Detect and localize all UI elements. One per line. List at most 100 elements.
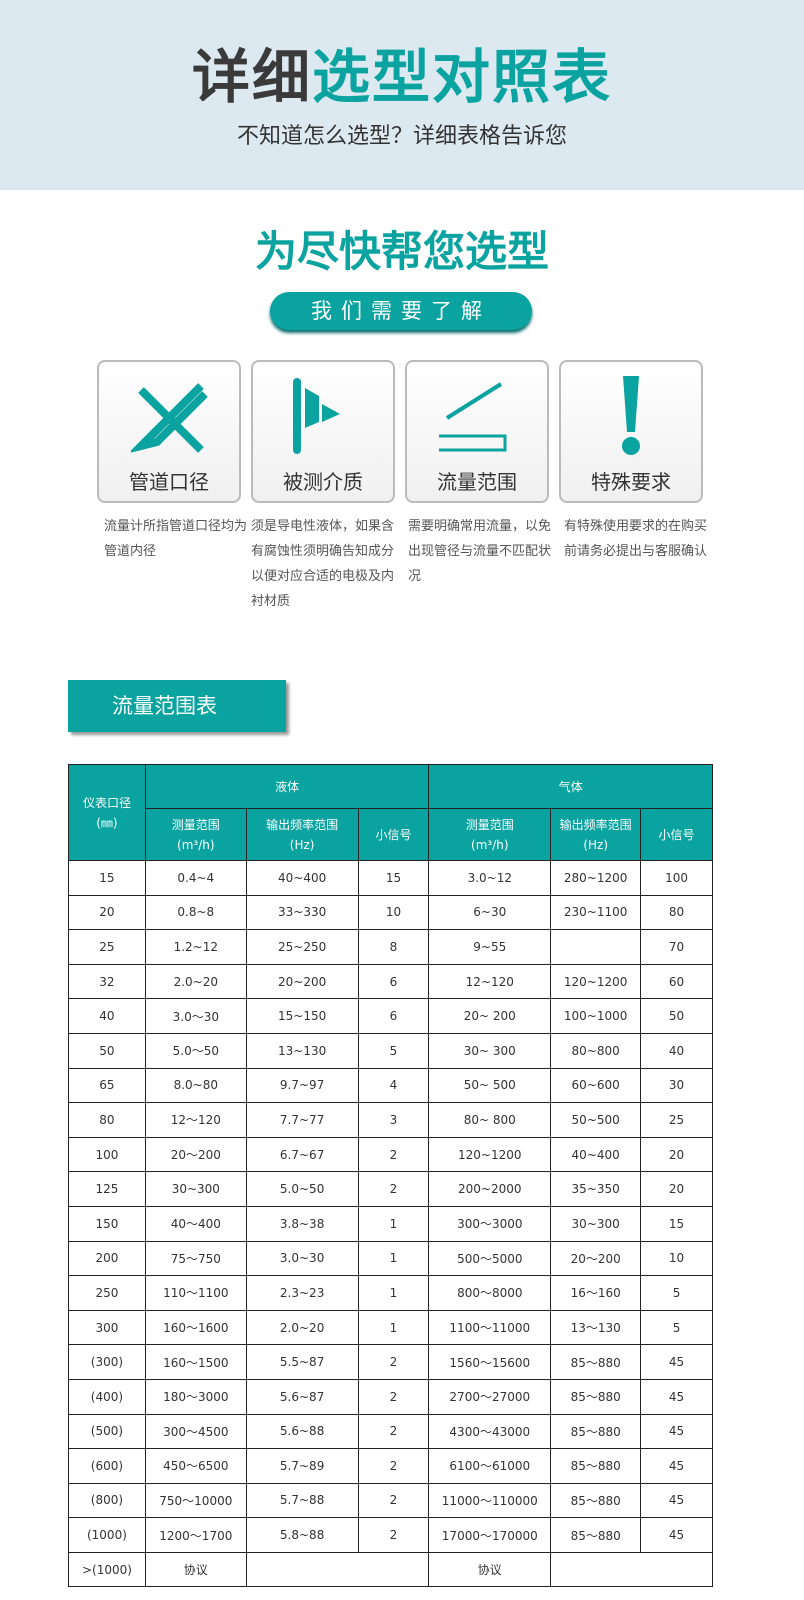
table-row: (300) 160～1500 5.5~87 2 1560～15600 85～880 45 bbox=[68, 1344, 713, 1380]
table-cell: 65 bbox=[68, 1067, 146, 1104]
table-cell: 5 bbox=[640, 1275, 713, 1311]
table-cell: 2 bbox=[357, 1136, 430, 1173]
table-cell: 160～1500 bbox=[144, 1344, 247, 1380]
table-cell: 3.8~38 bbox=[245, 1205, 359, 1242]
table-cell: 70 bbox=[640, 929, 713, 965]
table-row: 250 110～1100 2.3~23 1 800～8000 16～160 5 bbox=[68, 1275, 713, 1311]
table-cell: 125 bbox=[68, 1171, 146, 1207]
table-cell: 5.7~88 bbox=[245, 1482, 359, 1519]
table-cell bbox=[245, 1551, 430, 1588]
table-cell: 80~ 800 bbox=[428, 1102, 552, 1138]
table-cell: 7.7~77 bbox=[245, 1102, 359, 1138]
table-cell: 9~55 bbox=[428, 929, 552, 965]
table-cell: 1 bbox=[357, 1240, 430, 1277]
table-cell: 1560～15600 bbox=[428, 1344, 552, 1380]
table-cell: 0.8~8 bbox=[144, 894, 247, 931]
table-cell: 120~1200 bbox=[550, 963, 642, 1000]
flag-icon bbox=[293, 378, 340, 454]
header-size: 仪表口径 (㎜) bbox=[68, 764, 146, 861]
table-cell: 13~130 bbox=[245, 1032, 359, 1069]
header-freq: 输出频率范围(Hz) bbox=[550, 808, 642, 861]
table-cell: 20~ 200 bbox=[428, 998, 552, 1034]
table-row: (1000) 1200～1700 5.8~88 2 17000～170000 85～880… bbox=[68, 1517, 713, 1553]
table-title: 流量范围表 bbox=[68, 680, 286, 732]
header-signal: 小信号 bbox=[640, 808, 713, 861]
table-cell: 250 bbox=[68, 1275, 146, 1311]
table-cell: 40~400 bbox=[550, 1136, 642, 1173]
table-cell: 35~350 bbox=[550, 1171, 642, 1207]
table-cell: 2 bbox=[357, 1413, 430, 1450]
table-cell: >(1000) bbox=[68, 1551, 146, 1588]
card-flow-range: 流量范围 bbox=[405, 360, 549, 503]
table-cell: 200~2000 bbox=[428, 1171, 552, 1207]
table-cell: 20 bbox=[640, 1136, 713, 1173]
card-desc: 需要明确常用流量，以免出现管径与流量不匹配状况 bbox=[408, 519, 552, 584]
header-liquid: 液体 bbox=[144, 764, 430, 809]
table-cell: 20～200 bbox=[550, 1240, 642, 1277]
table-cell: 3 bbox=[357, 1102, 430, 1138]
table-cell: 9.7~97 bbox=[245, 1067, 359, 1104]
table-cell: 40 bbox=[68, 998, 146, 1034]
table-cell: 40 bbox=[640, 1032, 713, 1069]
table-row: 125 30~300 5.0~50 2 200~2000 35~350 20 bbox=[68, 1171, 713, 1207]
table-cell: 40~400 bbox=[245, 860, 359, 896]
card-desc: 须是导电性液体，如果含有腐蚀性须明确告知成分以便对应合适的电极及内衬材质 bbox=[251, 519, 395, 609]
table-cell: 5.5~87 bbox=[245, 1344, 359, 1380]
table-cell: 200 bbox=[68, 1240, 146, 1277]
ruler-pencil-icon bbox=[131, 383, 208, 453]
table-cell: 80 bbox=[640, 894, 713, 931]
table-cell: 2 bbox=[357, 1482, 430, 1519]
table-cell: 5 bbox=[357, 1032, 430, 1069]
table-cell: 80 bbox=[68, 1102, 146, 1138]
table-cell: 10 bbox=[357, 894, 430, 931]
table-cell: 1 bbox=[357, 1275, 430, 1311]
range-ruler-icon bbox=[439, 382, 507, 452]
table-cell: 450～6500 bbox=[144, 1448, 247, 1484]
table-cell: 13～130 bbox=[550, 1309, 642, 1346]
table-cell bbox=[550, 929, 642, 965]
table-cell: 45 bbox=[640, 1482, 713, 1519]
table-cell: 4300～43000 bbox=[428, 1413, 552, 1450]
table-cell: 协议 bbox=[144, 1551, 247, 1588]
table-cell: 15 bbox=[68, 860, 146, 896]
table-cell: 50~ 500 bbox=[428, 1067, 552, 1104]
table-cell: 6 bbox=[357, 998, 430, 1034]
table-cell: 5.6~88 bbox=[245, 1413, 359, 1450]
table-cell: 45 bbox=[640, 1344, 713, 1380]
table-cell: 5.0～50 bbox=[144, 1032, 247, 1069]
table-cell: 45 bbox=[640, 1448, 713, 1484]
table-cell: 85～880 bbox=[550, 1482, 642, 1519]
hero-title: 详细选型对照表 bbox=[191, 43, 613, 111]
table-cell: 25 bbox=[68, 929, 146, 965]
table-cell: 40～400 bbox=[144, 1205, 247, 1242]
table-cell bbox=[550, 1551, 713, 1588]
table-cell: 5 bbox=[640, 1309, 713, 1346]
table-row: 80 12～120 7.7~77 3 80~ 800 50~500 25 bbox=[68, 1102, 713, 1138]
table-cell: 2 bbox=[357, 1171, 430, 1207]
table-cell: (500) bbox=[68, 1413, 146, 1450]
table-cell: (400) bbox=[68, 1378, 146, 1415]
table-cell: 85～880 bbox=[550, 1344, 642, 1380]
table-cell: 300 bbox=[68, 1309, 146, 1346]
table-row: 25 1.2~12 25~250 8 9~55 70 bbox=[68, 929, 713, 965]
table-cell: 15 bbox=[357, 860, 430, 896]
card-desc: 有特殊使用要求的在购买前请务必提出与客服确认 bbox=[564, 519, 708, 559]
table-cell: (300) bbox=[68, 1344, 146, 1380]
table-cell: 2.0~20 bbox=[245, 1309, 359, 1346]
table-row: 40 3.0～30 15~150 6 20~ 200 100~1000 50 bbox=[68, 998, 713, 1034]
table-cell: 25 bbox=[640, 1102, 713, 1138]
table-cell: 60 bbox=[640, 963, 713, 1000]
table-cell: 6100～61000 bbox=[428, 1448, 552, 1484]
section-pill: 我们需要了解 bbox=[270, 292, 532, 330]
flow-range-table: 仪表口径 (㎜) 液体 气体 测量范围 (m³/h) 输出频率范围 (Hz) 小信号 … bbox=[68, 764, 713, 1588]
table-cell: 120~1200 bbox=[428, 1136, 552, 1173]
table-cell: 30~ 300 bbox=[428, 1032, 552, 1069]
header-freq: 输出频率范围(Hz) bbox=[245, 808, 359, 861]
table-row: >(1000) 协议 协议 bbox=[68, 1551, 713, 1588]
table-row: 50 5.0～50 13~130 5 30~ 300 80~800 40 bbox=[68, 1032, 713, 1069]
table-cell: 1 bbox=[357, 1205, 430, 1242]
table-cell: 32 bbox=[68, 963, 146, 1000]
table-cell: 20 bbox=[68, 894, 146, 931]
table-cell: 230~1100 bbox=[550, 894, 642, 931]
hero-subtitle: 不知道怎么选型？详细表格告诉您 bbox=[236, 124, 567, 149]
